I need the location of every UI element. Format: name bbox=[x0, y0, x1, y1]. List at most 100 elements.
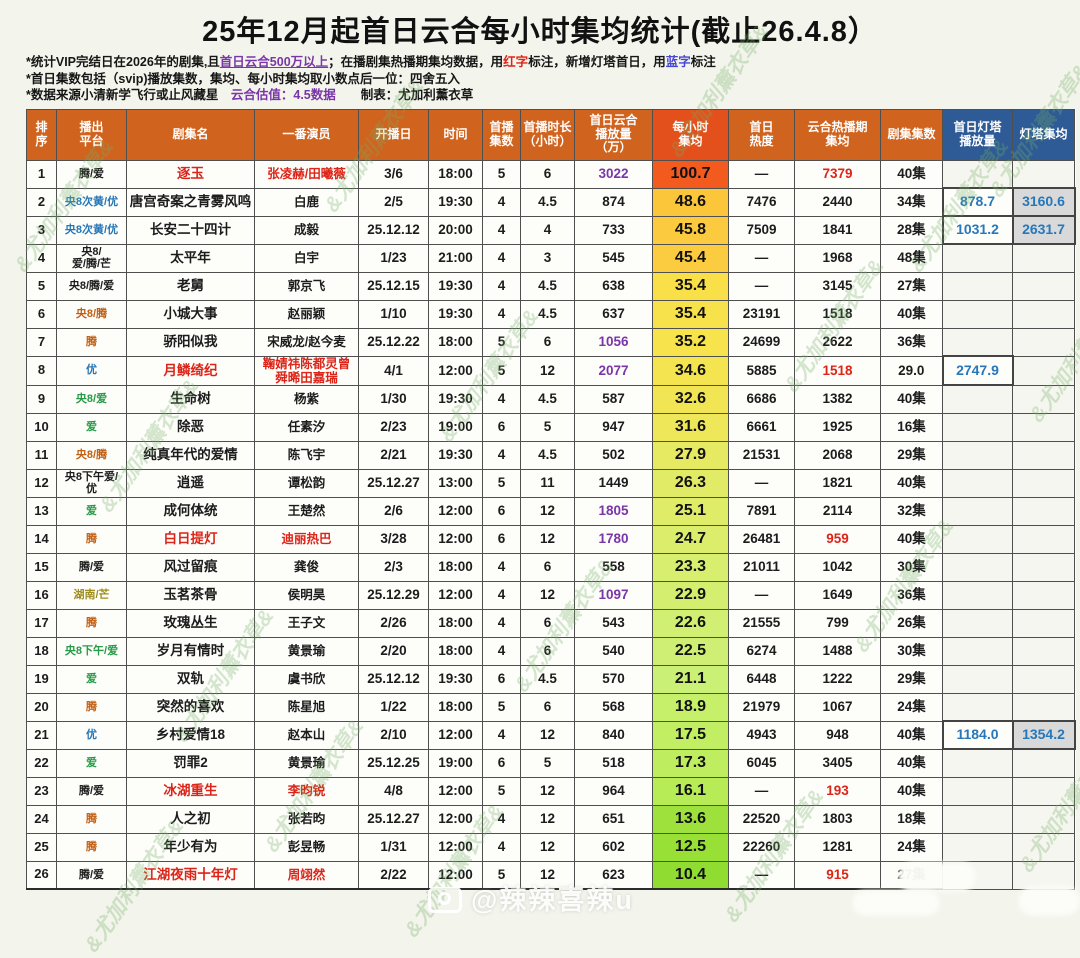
cell-total-episodes: 18集 bbox=[880, 804, 943, 834]
cell-premiere-date: 25.12.12 bbox=[358, 215, 429, 245]
cell-beacon-average bbox=[1012, 412, 1075, 442]
cell-rank: 23 bbox=[26, 776, 57, 806]
cell-first-episodes: 4 bbox=[482, 215, 521, 245]
cell-rank: 9 bbox=[26, 384, 57, 414]
cell-air-time: 19:30 bbox=[428, 187, 483, 217]
note-segment: *统计VIP完结日在2026年的剧集,且 bbox=[26, 55, 220, 69]
cell-cloud-plays: 3022 bbox=[574, 159, 653, 189]
drama-row-15: 15 腾/爱 风过留痕 龚俊 2/3 18:00 4 6 558 23.3 21011 1042 30集 bbox=[26, 552, 1075, 582]
cell-rank: 8 bbox=[26, 355, 57, 386]
cell-beacon-average bbox=[1012, 832, 1075, 862]
cell-first-episodes: 6 bbox=[482, 524, 521, 554]
cell-air-time: 12:00 bbox=[428, 804, 483, 834]
cell-first-episodes: 4 bbox=[482, 384, 521, 414]
cell-first-episodes: 4 bbox=[482, 720, 521, 750]
column-header-11: 首日 热度 bbox=[728, 108, 795, 161]
cell-rank: 24 bbox=[26, 804, 57, 834]
cell-lead-actor: 任素汐 bbox=[254, 412, 359, 442]
cell-day1-heat: 6661 bbox=[728, 412, 795, 442]
cell-hourly-average: 17.5 bbox=[652, 720, 729, 750]
column-header-10: 每小时 集均 bbox=[652, 108, 729, 161]
cell-beacon-plays: 878.7 bbox=[941, 187, 1014, 217]
cell-beacon-plays bbox=[942, 580, 1013, 610]
cell-air-time: 18:00 bbox=[428, 608, 483, 638]
cell-drama-title: 长安二十四计 bbox=[126, 215, 255, 245]
cell-hot-period-average: 1067 bbox=[794, 692, 881, 722]
cell-first-hours: 6 bbox=[520, 327, 575, 357]
cell-hourly-average: 34.6 bbox=[652, 355, 729, 386]
cell-platform: 腾 bbox=[56, 832, 127, 862]
drama-row-17: 17 腾玫瑰丛生 王子文 2/26 18:00 4 6 543 22.6 21555 799 26集 bbox=[26, 608, 1075, 638]
cell-beacon-average bbox=[1012, 860, 1075, 890]
column-header-4: 一番演员 bbox=[254, 108, 359, 161]
cell-drama-title: 双轨 bbox=[126, 664, 255, 694]
cell-cloud-plays: 1056 bbox=[574, 327, 653, 357]
cell-premiere-date: 25.12.25 bbox=[358, 748, 429, 778]
cell-beacon-plays bbox=[942, 692, 1013, 722]
note-segment: 标注，新增灯塔首日，用 bbox=[528, 55, 666, 69]
cell-cloud-plays: 602 bbox=[574, 832, 653, 862]
cell-total-episodes: 30集 bbox=[880, 636, 943, 666]
cell-beacon-plays bbox=[942, 243, 1013, 273]
cell-lead-actor: 白宇 bbox=[254, 243, 359, 273]
cell-platform: 优 bbox=[56, 355, 127, 386]
cell-premiere-date: 25.12.22 bbox=[358, 327, 429, 357]
cell-hot-period-average: 2114 bbox=[794, 496, 881, 526]
cell-first-episodes: 4 bbox=[482, 804, 521, 834]
cell-air-time: 18:00 bbox=[428, 327, 483, 357]
cell-platform: 央8/腾 bbox=[56, 440, 127, 470]
cell-drama-title: 除恶 bbox=[126, 412, 255, 442]
cell-total-episodes: 29.0 bbox=[880, 355, 943, 386]
cell-rank: 17 bbox=[26, 608, 57, 638]
drama-row-6: 6 央8/腾 小城大事 赵丽颖 1/10 19:30 4 4.5 637 35.4 23191 151… bbox=[26, 299, 1075, 329]
notes-block: *统计VIP完结日在2026年的剧集,且首日云合500万以上；在播剧集热播期集均… bbox=[26, 54, 1080, 104]
cell-drama-title: 年少有为 bbox=[126, 832, 255, 862]
cell-first-hours: 4.5 bbox=[520, 299, 575, 329]
cell-day1-heat: 4943 bbox=[728, 720, 795, 750]
cell-platform: 爱 bbox=[56, 496, 127, 526]
cell-beacon-average: 3160.6 bbox=[1011, 187, 1076, 217]
cell-total-episodes: 32集 bbox=[880, 496, 943, 526]
cell-rank: 19 bbox=[26, 664, 57, 694]
white-blob bbox=[1018, 886, 1080, 916]
cell-drama-title: 小城大事 bbox=[126, 299, 255, 329]
cell-day1-heat: — bbox=[728, 159, 795, 189]
cell-cloud-plays: 1805 bbox=[574, 496, 653, 526]
cell-first-hours: 11 bbox=[520, 468, 575, 498]
cell-hourly-average: 12.5 bbox=[652, 832, 729, 862]
cell-drama-title: 风过留痕 bbox=[126, 552, 255, 582]
cell-day1-heat: 26481 bbox=[728, 524, 795, 554]
cell-premiere-date: 25.12.29 bbox=[358, 580, 429, 610]
cell-air-time: 21:00 bbox=[428, 243, 483, 273]
drama-row-18: 18 央8下午/爱 岁月有情时 黄景瑜 2/20 18:00 4 6 540 22.5 6274 14… bbox=[26, 636, 1075, 666]
cell-first-hours: 4.5 bbox=[520, 440, 575, 470]
cell-first-hours: 12 bbox=[520, 355, 575, 386]
cell-beacon-average: 2631.7 bbox=[1011, 215, 1076, 245]
cell-air-time: 18:00 bbox=[428, 552, 483, 582]
note-segment: 云合估值：4.5数据 bbox=[230, 88, 336, 102]
cell-platform: 爱 bbox=[56, 748, 127, 778]
cell-beacon-plays bbox=[942, 832, 1013, 862]
cell-day1-heat: 5885 bbox=[728, 355, 795, 386]
cell-hourly-average: 25.1 bbox=[652, 496, 729, 526]
cell-total-episodes: 36集 bbox=[880, 327, 943, 357]
column-header-8: 首播时长 （小时） bbox=[520, 108, 575, 161]
white-blob bbox=[852, 890, 940, 916]
cell-platform: 央8次黄/优 bbox=[56, 215, 127, 245]
cell-cloud-plays: 568 bbox=[574, 692, 653, 722]
cell-lead-actor: 周翊然 bbox=[254, 860, 359, 890]
cell-premiere-date: 2/10 bbox=[358, 720, 429, 750]
cell-hourly-average: 13.6 bbox=[652, 804, 729, 834]
cell-first-hours: 12 bbox=[520, 832, 575, 862]
cell-cloud-plays: 638 bbox=[574, 271, 653, 301]
cell-first-episodes: 4 bbox=[482, 440, 521, 470]
cell-cloud-plays: 540 bbox=[574, 636, 653, 666]
cell-hourly-average: 17.3 bbox=[652, 748, 729, 778]
cell-platform: 湖南/芒 bbox=[56, 580, 127, 610]
cell-lead-actor: 鞠婧祎陈都灵曾 舜晞田嘉瑞 bbox=[254, 355, 359, 386]
cell-total-episodes: 40集 bbox=[880, 468, 943, 498]
cell-rank: 25 bbox=[26, 832, 57, 862]
cell-day1-heat: 21555 bbox=[728, 608, 795, 638]
cell-air-time: 12:00 bbox=[428, 496, 483, 526]
cell-platform: 爱 bbox=[56, 664, 127, 694]
